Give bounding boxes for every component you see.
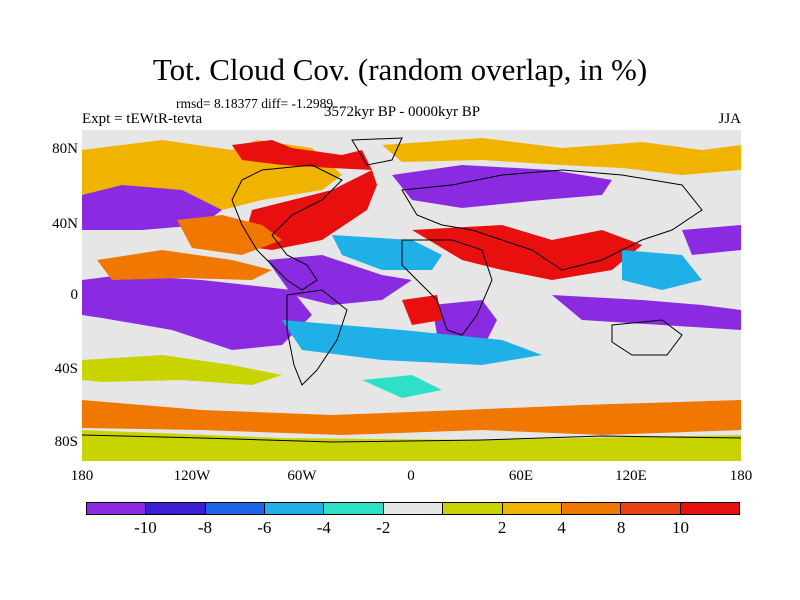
colorbar-swatch: [502, 503, 562, 514]
colorbar-swatch: [680, 503, 739, 514]
x-tick-label: 0: [407, 468, 415, 484]
cloud-cover-map: [82, 130, 741, 461]
coastlines: [82, 137, 741, 443]
y-tick-label: 40N: [52, 216, 78, 232]
rmsd-diff-text: rmsd= 8.18377 diff= -1.2989: [176, 96, 334, 111]
map-canvas: [82, 130, 741, 461]
colorbar-swatch: [265, 503, 325, 514]
colorbar-tick-label: 2: [497, 518, 507, 537]
y-tick-label: 40S: [54, 361, 78, 377]
colorbar: [86, 502, 740, 515]
colorbar-swatch: [383, 503, 444, 514]
colorbar-swatch: [561, 503, 622, 514]
x-tick-label: 60E: [508, 468, 534, 484]
x-tick-label: 60W: [287, 468, 317, 484]
colorbar-tick-label: -6: [257, 518, 272, 537]
anomaly-field: [82, 138, 741, 461]
x-tick-label: 120E: [615, 468, 647, 484]
x-tick-label: 120W: [173, 468, 211, 484]
colorbar-swatch: [205, 503, 266, 514]
colorbar-tick-label: 8: [616, 518, 626, 537]
x-tick-label: 180: [729, 468, 753, 484]
colorbar-swatch: [324, 503, 384, 514]
colorbar-tick-label: -10: [134, 518, 157, 537]
colorbar-swatch: [87, 503, 147, 514]
colorbar-tick-label: -8: [197, 518, 212, 537]
period-label: 3572kyr BP - 0000kyr BP: [324, 104, 481, 120]
colorbar-tick-label: -4: [316, 518, 331, 537]
colorbar-swatch: [443, 503, 503, 514]
colorbar-tick-label: 4: [557, 518, 566, 537]
season-label: JJA: [718, 111, 741, 127]
colorbar-tick-label: -2: [376, 518, 391, 537]
y-tick-label: 0: [70, 287, 79, 303]
y-tick-label: 80N: [52, 141, 78, 157]
colorbar-tick-label: 10: [672, 518, 690, 537]
y-tick-label: 80S: [54, 434, 78, 450]
colorbar-swatch: [621, 503, 681, 514]
plot-title: Tot. Cloud Cov. (random overlap, in %): [152, 52, 648, 87]
experiment-label: Expt = tEWtR-tevta: [82, 111, 203, 127]
x-tick-label: 180: [70, 468, 94, 484]
colorbar-swatch: [146, 503, 206, 514]
